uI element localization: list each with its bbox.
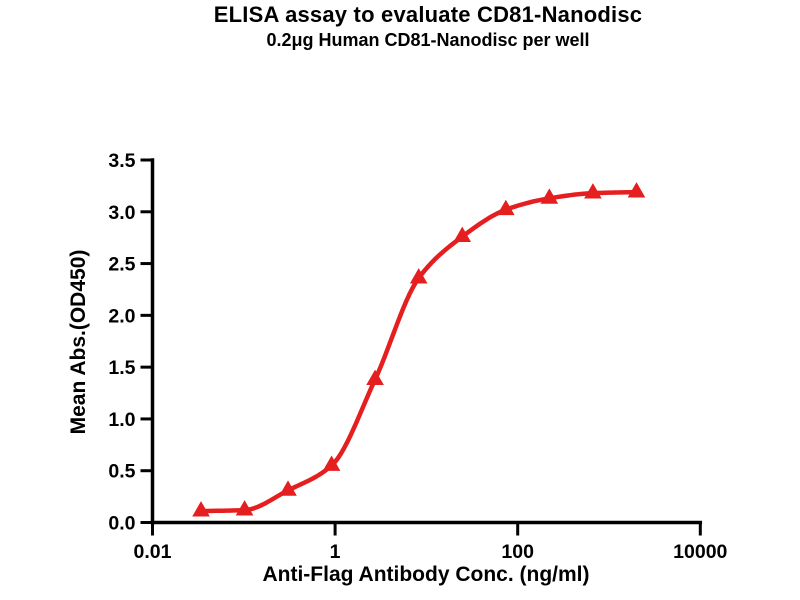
x-tick-labels: 0.01 1 100 10000: [134, 541, 728, 563]
y-tick-label: 0.5: [108, 461, 135, 483]
fit-curve: [198, 189, 639, 514]
data-point-marker: [584, 183, 602, 199]
data-point-marker: [322, 455, 341, 471]
tick-marks: [140, 158, 702, 536]
data-point-marker: [235, 500, 254, 516]
data-points: [192, 182, 646, 517]
y-tick-label: 2.5: [108, 254, 135, 276]
data-point-marker: [279, 480, 297, 496]
data-point-marker: [497, 199, 515, 216]
data-point-marker: [192, 501, 210, 517]
x-tick-label: 100: [501, 541, 534, 563]
y-tick-label: 2.0: [108, 305, 135, 327]
chart-subtitle: 0.2μg Human CD81-Nanodisc per well: [266, 30, 590, 50]
y-tick-label: 0.0: [108, 513, 135, 535]
data-point-marker: [627, 182, 646, 198]
data-point-marker: [366, 369, 384, 385]
axes: [150, 158, 703, 525]
chart-title: ELISA assay to evaluate CD81-Nanodisc: [213, 2, 643, 27]
y-tick-labels: 0.0 0.5 1.0 1.5 2.0 2.5 3.0 3.5: [108, 150, 135, 535]
y-tick-label: 1.5: [108, 357, 135, 379]
x-tick-label: 10000: [673, 541, 727, 563]
data-point-marker: [409, 268, 428, 284]
x-axis-label: Anti-Flag Antibody Conc. (ng/ml): [262, 563, 590, 586]
x-tick-label: 0.01: [134, 541, 172, 563]
y-tick-label: 3.0: [108, 202, 135, 224]
data-point-marker: [453, 226, 472, 243]
y-tick-label: 3.5: [108, 150, 135, 172]
x-tick-label: 1: [330, 541, 341, 563]
data-point-marker: [540, 188, 559, 204]
y-tick-label: 1.0: [108, 409, 135, 431]
